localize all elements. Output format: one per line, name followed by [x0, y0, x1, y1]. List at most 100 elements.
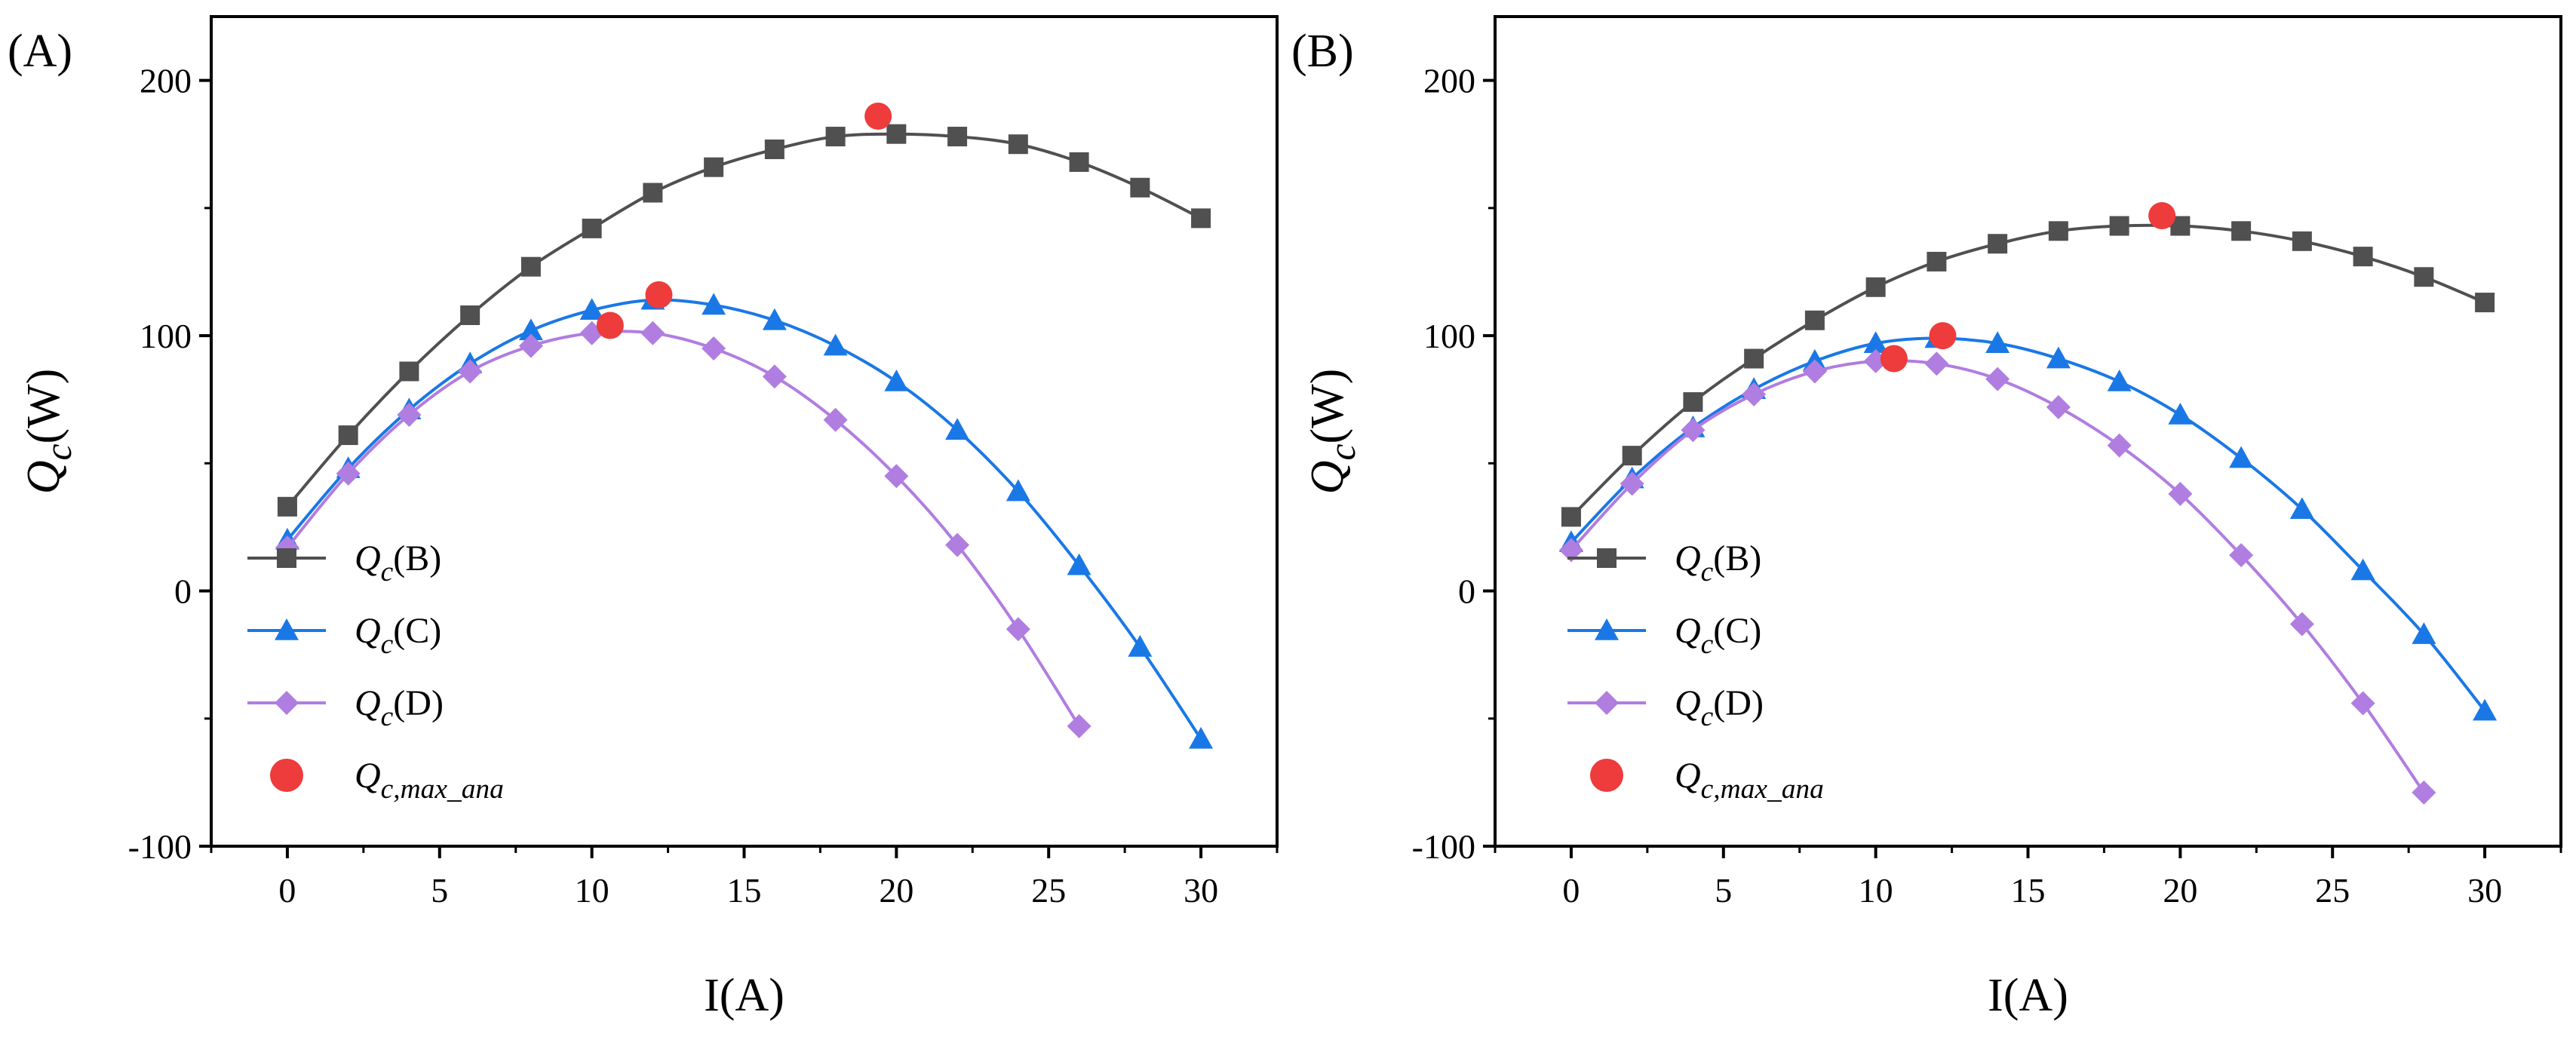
legend-label-suffix: (B) — [1713, 538, 1761, 578]
data-point — [2048, 221, 2068, 241]
x-tick-label: 0 — [278, 871, 296, 910]
data-point — [823, 407, 848, 432]
data-point — [399, 361, 419, 382]
panel-b: 0 5 10 15 20 25 30-1000100200I(A)Qc(W)(B)Qc(B)… — [1291, 15, 2562, 1021]
legend-label-sub: c — [1701, 557, 1714, 588]
x-tick-label: 25 — [1031, 871, 1066, 910]
x-tick-label: 10 — [575, 871, 609, 910]
y-axis-label: Qc(W) — [1302, 369, 1363, 495]
legend-label-sub: c — [381, 557, 394, 588]
data-point — [2229, 543, 2254, 568]
y-tick-label: -100 — [128, 827, 192, 866]
legend-marker — [275, 618, 299, 640]
data-point — [884, 370, 909, 391]
panel-label: (A) — [8, 26, 72, 77]
data-point — [582, 218, 602, 238]
data-point — [2289, 497, 2314, 520]
data-point — [886, 124, 907, 144]
data-point — [1006, 617, 1030, 642]
y-tick-label: 100 — [1423, 317, 1475, 355]
data-point — [2350, 558, 2375, 581]
data-point — [2475, 293, 2495, 313]
legend-entry: Qc(C) — [1567, 611, 1761, 660]
legend-entry: Qc,max_ana — [270, 756, 504, 805]
legend-label: Qc,max_ana — [1675, 756, 1824, 805]
data-point — [518, 333, 543, 358]
x-tick-label: 0 — [1562, 871, 1580, 910]
legend-label-main: Q — [1675, 538, 1701, 578]
series-triangle — [1558, 326, 2498, 721]
legend-marker — [1595, 618, 1619, 640]
y-tick-label: -100 — [1412, 827, 1475, 866]
legend-label-main: Q — [355, 683, 381, 723]
legend-label: Qc(D) — [355, 683, 444, 732]
data-point — [643, 183, 663, 203]
data-point — [2292, 231, 2312, 251]
data-point — [1558, 538, 1583, 563]
legend-label-sub: c — [1701, 629, 1714, 660]
data-point — [277, 496, 297, 517]
data-point — [640, 321, 665, 345]
data-point — [1067, 713, 1091, 738]
series-line — [286, 298, 1202, 740]
y-axis-label-sub: c — [1322, 444, 1363, 461]
y-axis-label-main: Q — [1302, 461, 1353, 495]
data-point — [1988, 234, 2008, 254]
data-point — [1622, 446, 1642, 466]
data-point — [1683, 392, 1703, 413]
data-point — [1802, 359, 1827, 384]
data-point — [1865, 277, 1886, 297]
y-tick-label: 200 — [1423, 62, 1475, 100]
legend-entry: Qc(C) — [247, 611, 441, 660]
plot-frame — [1494, 15, 2562, 848]
series-line — [1570, 336, 2486, 712]
x-tick-label: 25 — [2315, 871, 2350, 910]
y-tick-label: 0 — [1458, 572, 1475, 611]
legend-marker — [1590, 759, 1623, 792]
y-axis-label-unit: (W) — [1302, 369, 1353, 444]
panel-label: (B) — [1291, 26, 1354, 77]
data-point — [762, 308, 787, 330]
legend-label-sub: c,max_ana — [1701, 774, 1824, 805]
x-tick-label: 15 — [2011, 871, 2046, 910]
data-point — [702, 336, 726, 360]
data-point — [1804, 310, 1825, 330]
data-point — [1189, 726, 1214, 749]
legend-label: Qc(B) — [355, 538, 441, 588]
data-point — [2109, 216, 2129, 236]
data-point — [520, 256, 541, 277]
series-circle — [596, 103, 892, 339]
legend-label-main: Q — [355, 538, 381, 578]
x-tick-label: 10 — [1859, 871, 1893, 910]
data-point — [2229, 446, 2254, 468]
data-point — [884, 464, 909, 489]
legend-label: Qc(C) — [1675, 611, 1761, 660]
x-tick-label: 30 — [2467, 871, 2502, 910]
data-point — [2289, 612, 2314, 637]
data-point — [458, 359, 483, 384]
data-point — [460, 305, 481, 325]
legend-marker — [1595, 691, 1619, 715]
data-point — [2107, 433, 2132, 458]
series-square — [1561, 216, 2495, 527]
data-point — [1985, 367, 2010, 391]
legend-label-suffix: (C) — [393, 611, 441, 651]
series-triangle — [275, 287, 1214, 749]
legend-marker — [1597, 548, 1617, 568]
data-point — [1561, 507, 1581, 527]
data-point — [1130, 177, 1150, 198]
data-point — [645, 281, 673, 308]
data-point — [596, 311, 624, 339]
data-point — [1067, 553, 1091, 575]
x-tick-label: 20 — [2163, 871, 2197, 910]
data-point — [2353, 247, 2373, 267]
data-point — [1681, 418, 1706, 443]
y-tick-label: 100 — [140, 317, 192, 355]
data-point — [945, 418, 970, 440]
legend-label: Qc(C) — [355, 611, 441, 660]
data-point — [2412, 780, 2436, 805]
x-axis-label: I(A) — [1988, 970, 2068, 1021]
x-tick-label: 20 — [879, 871, 913, 910]
legend-label-main: Q — [1675, 683, 1701, 723]
legend-entry: Qc,max_ana — [1590, 756, 1824, 805]
